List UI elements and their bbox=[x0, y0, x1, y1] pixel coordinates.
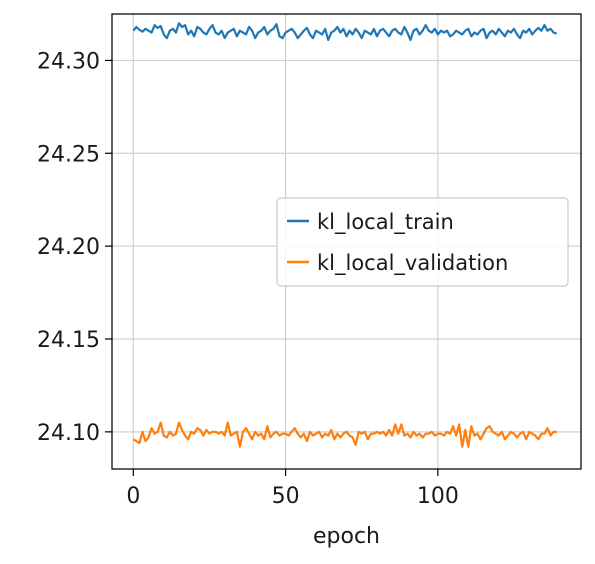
legend-label: kl_local_validation bbox=[317, 251, 508, 276]
y-tick-label: 24.15 bbox=[37, 328, 100, 353]
series-line-kl_local_train bbox=[132, 22, 557, 42]
x-axis-ticks: 0 50 100 bbox=[126, 469, 459, 509]
y-tick-label: 24.25 bbox=[37, 142, 100, 167]
x-axis-label: epoch bbox=[313, 524, 380, 549]
legend-box bbox=[276, 197, 569, 287]
x-tick-label: 0 bbox=[126, 484, 140, 509]
legend: kl_local_train kl_local_validation bbox=[276, 197, 569, 287]
legend-label: kl_local_train bbox=[317, 210, 454, 235]
x-tick-label: 50 bbox=[272, 484, 300, 509]
y-tick-label: 24.10 bbox=[37, 421, 100, 446]
series-line-kl_local_validation bbox=[132, 421, 557, 448]
y-tick-label: 24.30 bbox=[37, 49, 100, 74]
x-tick-label: 100 bbox=[417, 484, 459, 509]
series-lines bbox=[132, 22, 557, 448]
plot-frame bbox=[111, 13, 582, 470]
y-axis-ticks: 24.10 24.15 24.20 24.25 24.30 bbox=[37, 49, 112, 446]
y-tick-label: 24.20 bbox=[37, 235, 100, 260]
